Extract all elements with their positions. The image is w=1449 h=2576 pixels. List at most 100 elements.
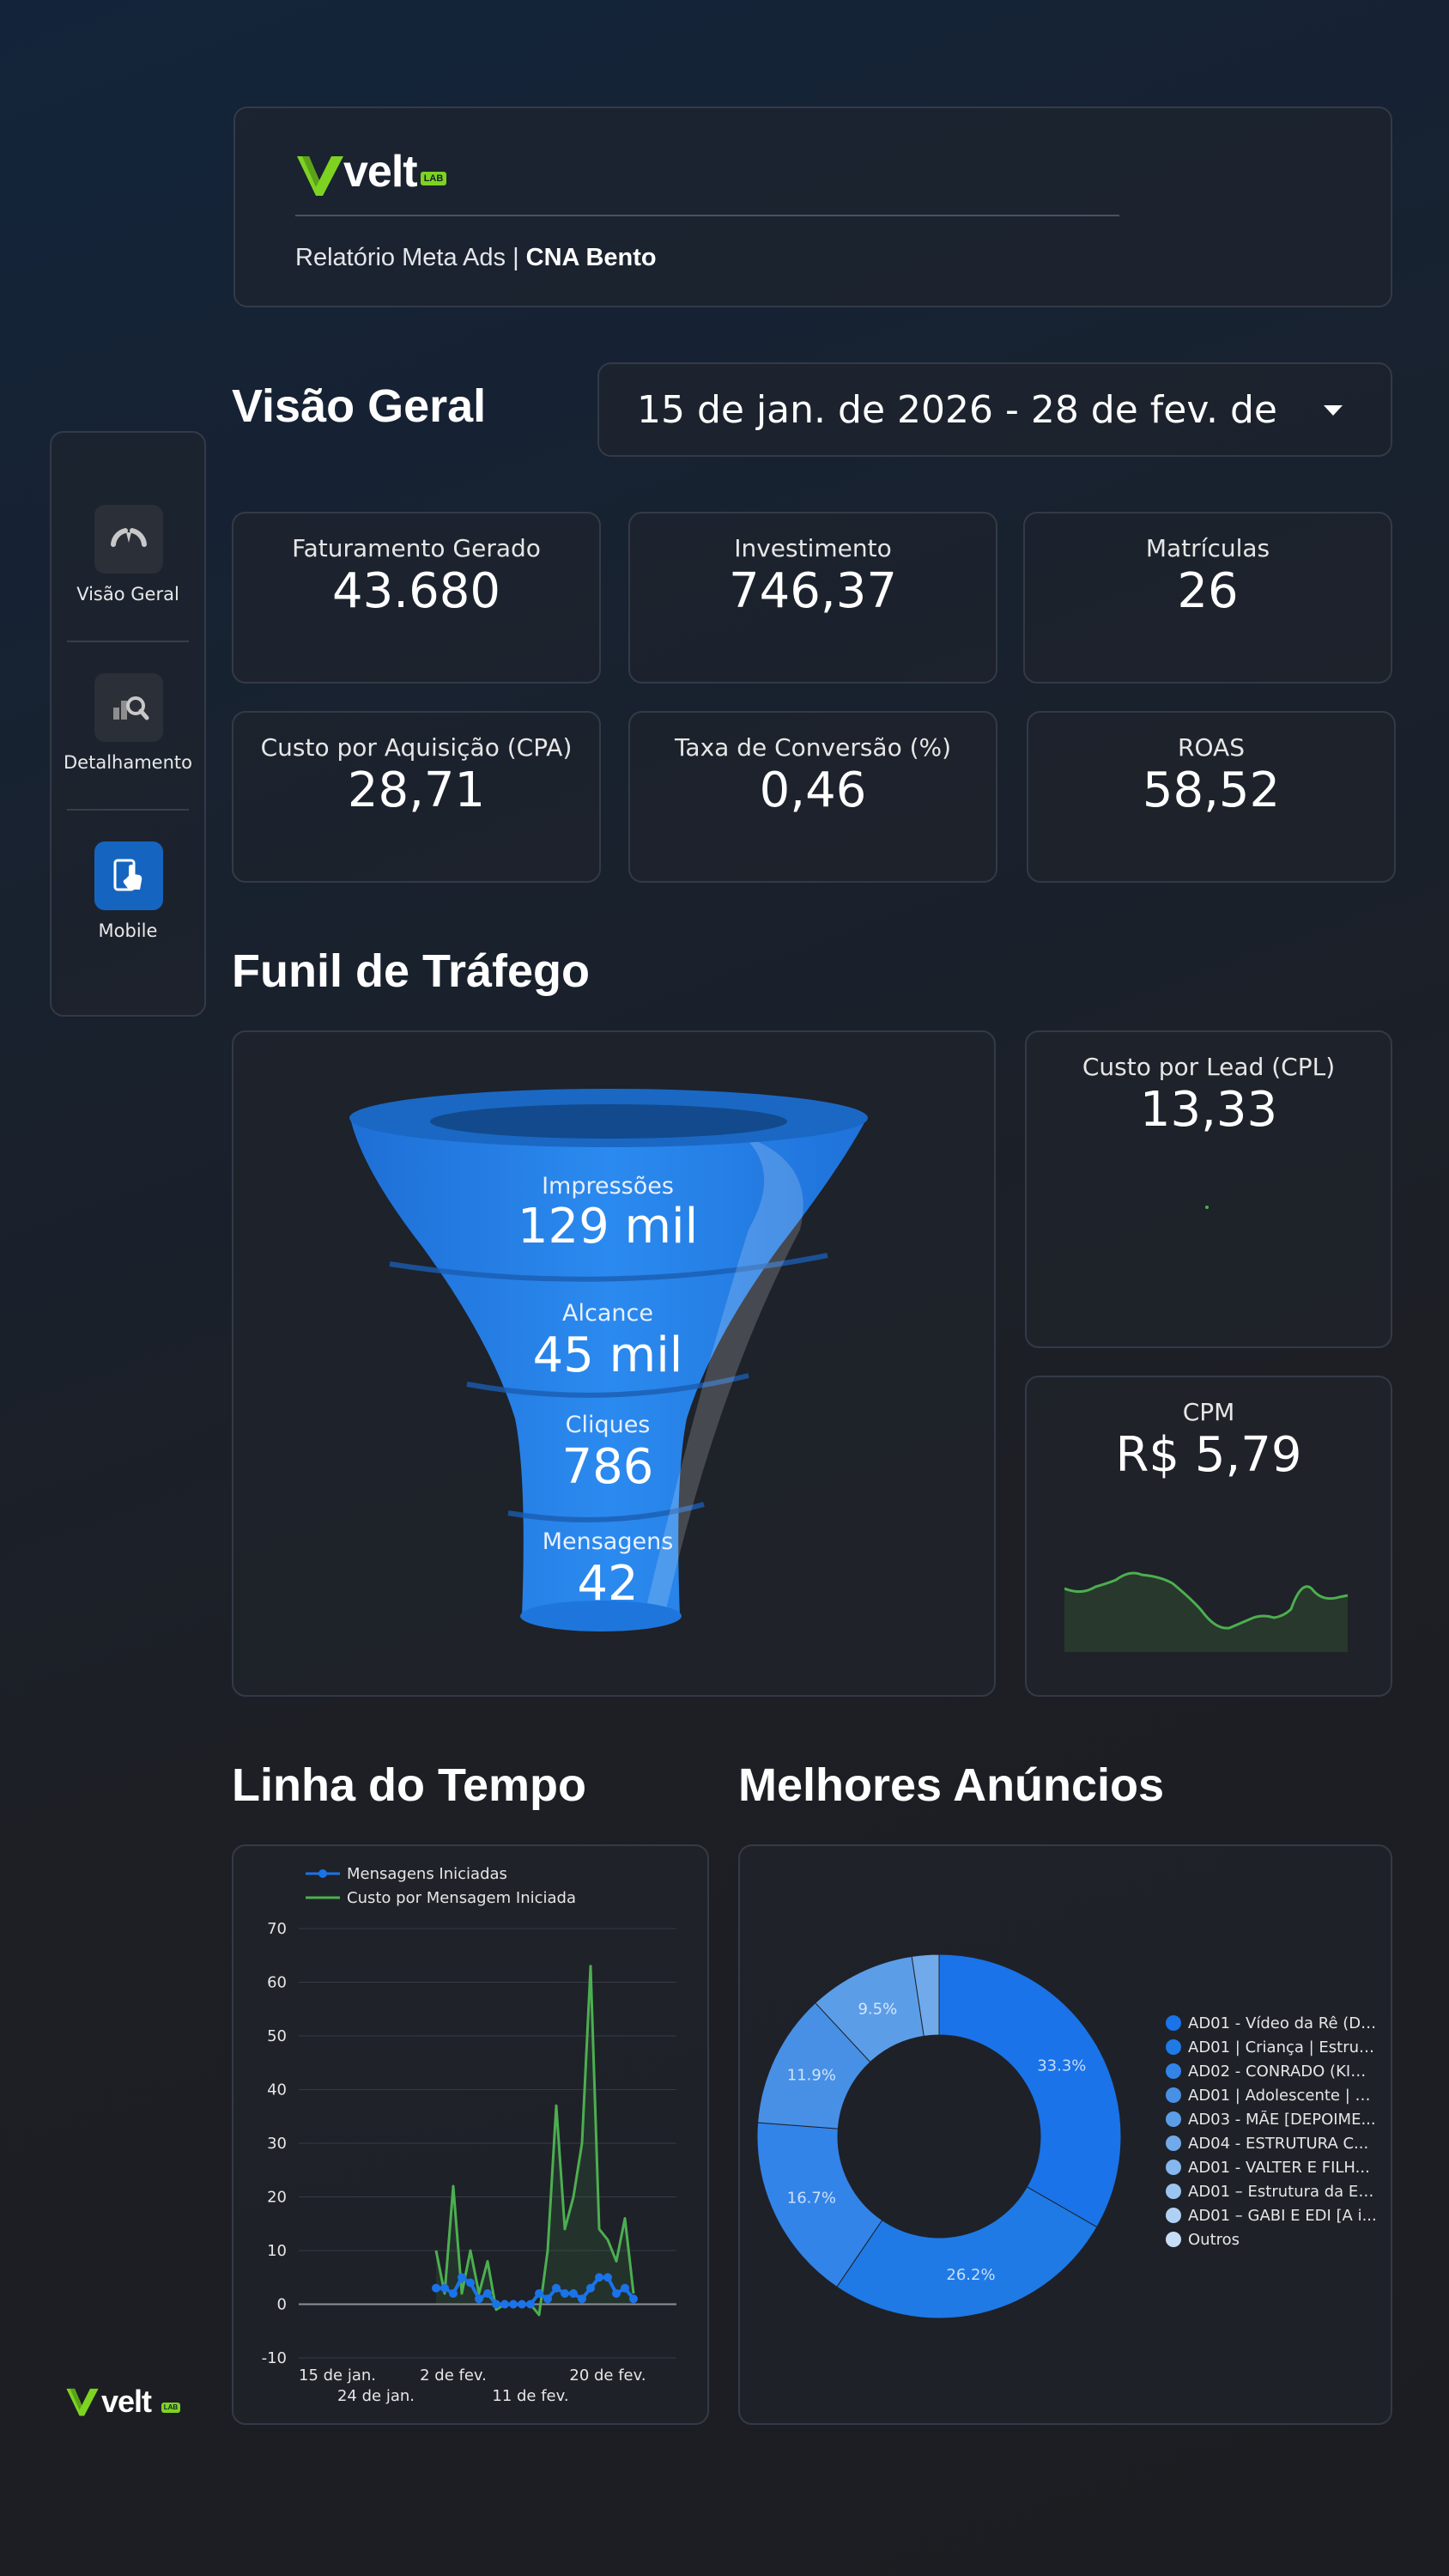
data-point bbox=[578, 2294, 586, 2304]
nav-item-mobile[interactable]: Mobile bbox=[52, 841, 204, 953]
donut-percent-label: 11.9% bbox=[787, 2066, 836, 2084]
data-point bbox=[621, 2283, 629, 2293]
funnel-graphic bbox=[349, 1089, 868, 1631]
magnify-chart-icon bbox=[94, 673, 163, 742]
series-line-custo bbox=[434, 1965, 635, 2317]
report-subtitle: Relatório Meta Ads | CNA Bento bbox=[295, 244, 657, 272]
ads-legend: AD01 - Vídeo da Rê (Di... AD01 | Criança … bbox=[1166, 2014, 1389, 2263]
donut-percent-label: 9.5% bbox=[858, 2000, 897, 2018]
nav-label-detalhamento: Detalhamento bbox=[64, 752, 192, 773]
legend-item[interactable]: AD01 - VALTER E FILH... bbox=[1166, 2159, 1370, 2177]
timeline-chart: Mensagens Iniciadas Custo por Mensagem In… bbox=[262, 1865, 676, 2405]
x-tick-label: 2 de fev. bbox=[420, 2366, 487, 2385]
y-tick-label: 60 bbox=[267, 1974, 287, 1992]
data-point bbox=[552, 2283, 561, 2293]
y-tick-label: 50 bbox=[267, 2027, 287, 2045]
funnel-body bbox=[350, 1118, 867, 1616]
data-point bbox=[629, 2294, 638, 2304]
legend-item[interactable]: AD01 – Estrutura da Es... bbox=[1166, 2183, 1377, 2201]
date-range-picker[interactable]: 15 de jan. de 2026 - 28 de fev. de 2026 bbox=[597, 362, 1392, 457]
footer-logo-lab-tag: LAB bbox=[161, 2403, 180, 2413]
legend-label: AD01 | Criança | Estrutu... bbox=[1188, 2038, 1377, 2057]
data-point bbox=[612, 2289, 621, 2298]
nav-divider bbox=[67, 809, 189, 811]
funnel-title: Funil de Tráfego bbox=[232, 945, 591, 997]
kpi-value: 26 bbox=[1177, 563, 1239, 619]
nav-divider bbox=[67, 641, 189, 642]
kpi-value: 0,46 bbox=[759, 762, 867, 818]
cpl-label: Custo por Lead (CPL) bbox=[1082, 1053, 1336, 1081]
x-tick-label: 11 de fev. bbox=[492, 2387, 568, 2405]
cpm-sparkline bbox=[1064, 1571, 1349, 1652]
legend-item[interactable]: AD03 - MÃE [DEPOIME... bbox=[1166, 2111, 1376, 2129]
legend-item[interactable]: AD01 | Criança | Estrutu... bbox=[1166, 2038, 1377, 2057]
data-point bbox=[518, 2300, 526, 2309]
funnel-stage-label: Alcance bbox=[562, 1300, 653, 1327]
header-divider bbox=[295, 215, 1119, 216]
kpi-value: 58,52 bbox=[1142, 762, 1281, 818]
donut-slice bbox=[938, 1953, 1122, 2228]
legend-dot-icon bbox=[1166, 2015, 1181, 2031]
cpm-label: CPM bbox=[1182, 1398, 1235, 1426]
kpi-value: 746,37 bbox=[729, 563, 897, 619]
data-point bbox=[432, 2283, 440, 2293]
data-point bbox=[492, 2300, 500, 2309]
nav-item-visao-geral[interactable]: Visão Geral bbox=[52, 505, 204, 617]
kpi-label: Investimento bbox=[734, 534, 892, 562]
data-point bbox=[440, 2283, 449, 2293]
cpm-card: CPM R$ 5,79 bbox=[1025, 1376, 1392, 1697]
data-point bbox=[569, 2289, 578, 2298]
legend-item[interactable]: AD01 – GABI E EDI [A i... bbox=[1166, 2207, 1377, 2225]
cpl-card: Custo por Lead (CPL) 13,33 bbox=[1025, 1030, 1392, 1348]
legend-label: AD01 – GABI E EDI [A i... bbox=[1188, 2207, 1377, 2225]
data-point bbox=[543, 2294, 552, 2304]
nav-item-detalhamento[interactable]: Detalhamento bbox=[52, 673, 204, 785]
data-point bbox=[561, 2289, 569, 2298]
legend-label: AD01 - VALTER E FILH... bbox=[1188, 2159, 1370, 2177]
nav-label-mobile: Mobile bbox=[98, 920, 158, 941]
legend-item[interactable]: AD02 - CONRADO (KIDS) bbox=[1166, 2063, 1377, 2081]
kpi-matriculas: Matrículas 26 bbox=[1023, 512, 1392, 683]
donut-slice bbox=[756, 2122, 883, 2288]
legend-item[interactable]: Outros bbox=[1166, 2231, 1240, 2249]
data-point bbox=[500, 2300, 509, 2309]
x-tick-label: 20 de fev. bbox=[569, 2366, 646, 2385]
legend-dot-icon bbox=[1166, 2039, 1181, 2055]
legend-dot-icon bbox=[1166, 2111, 1181, 2127]
kpi-faturamento: Faturamento Gerado 43.680 bbox=[232, 512, 601, 683]
funnel-stage-label: Cliques bbox=[565, 1412, 651, 1438]
legend-label: AD01 | Adolescente | M... bbox=[1188, 2087, 1377, 2105]
y-tick-label: 30 bbox=[267, 2135, 287, 2153]
logo-text: velt bbox=[343, 147, 418, 197]
cpm-value: R$ 5,79 bbox=[1115, 1427, 1302, 1483]
legend-item[interactable]: AD01 | Adolescente | M... bbox=[1166, 2087, 1377, 2105]
series-area-custo bbox=[436, 1965, 634, 2315]
timeline-card: Mensagens Iniciadas Custo por Mensagem In… bbox=[232, 1844, 709, 2425]
legend-item[interactable]: AD01 - Vídeo da Rê (Di... bbox=[1166, 2014, 1377, 2032]
data-point bbox=[595, 2273, 603, 2282]
legend-label: Mensagens Iniciadas bbox=[347, 1865, 507, 1883]
funnel-stage-value: 129 mil bbox=[517, 1199, 699, 1255]
donut-slice bbox=[911, 1953, 940, 2037]
kpi-investimento: Investimento 746,37 bbox=[628, 512, 997, 683]
donut-percent-label: 33.3% bbox=[1037, 2057, 1086, 2075]
data-point bbox=[526, 2300, 535, 2309]
report-prefix: Relatório Meta Ads | bbox=[295, 244, 526, 271]
velt-logo-mark-icon bbox=[66, 2388, 99, 2416]
legend-label: AD02 - CONRADO (KIDS) bbox=[1188, 2063, 1377, 2081]
y-tick-label: 10 bbox=[267, 2242, 287, 2260]
legend-item[interactable]: AD04 - ESTRUTURA C... bbox=[1166, 2135, 1368, 2153]
funnel-stage-value: 42 bbox=[577, 1556, 639, 1612]
x-tick-label: 15 de jan. bbox=[299, 2366, 376, 2385]
kpi-cpa: Custo por Aquisição (CPA) 28,71 bbox=[232, 711, 601, 883]
data-point bbox=[535, 2289, 543, 2298]
legend-dot-icon bbox=[1166, 2232, 1181, 2247]
cpl-sparkline bbox=[1205, 1206, 1209, 1209]
funnel-card: Impressões 129 mil Alcance 45 mil Clique… bbox=[232, 1030, 996, 1697]
y-tick-label: 70 bbox=[267, 1920, 287, 1938]
chevron-down-icon bbox=[1324, 405, 1343, 416]
legend-marker bbox=[318, 1869, 327, 1878]
ads-card: 33.3% 26.2% 16.7% 11.9% 9.5% AD01 - Vídeo da… bbox=[738, 1844, 1392, 2425]
data-point bbox=[475, 2294, 483, 2304]
kpi-label: Taxa de Conversão (%) bbox=[674, 733, 952, 762]
